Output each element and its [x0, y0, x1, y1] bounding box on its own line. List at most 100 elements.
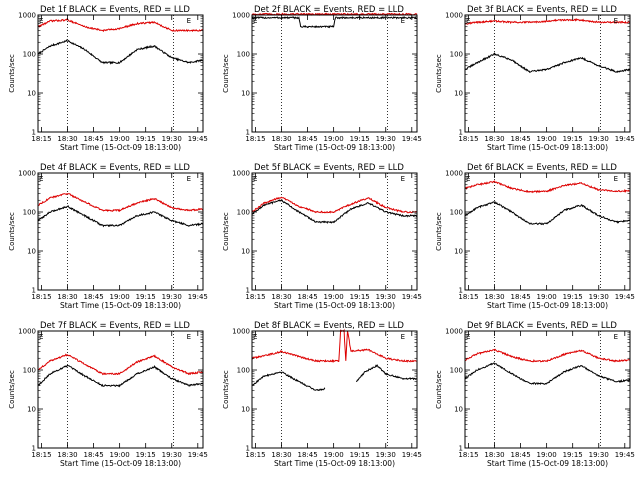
event-marker: E: [187, 17, 191, 25]
panel-title: Det 7f BLACK = Events, RED = LLD: [40, 321, 190, 331]
y-axis-label: Counts/sec: [222, 212, 230, 251]
events-series: [355, 364, 418, 383]
x-tick-label: 18:45: [83, 293, 103, 301]
y-tick-label: 1: [246, 445, 250, 453]
x-tick-label: 18:15: [31, 293, 51, 301]
event-marker: E: [253, 333, 257, 341]
y-tick-label: 1: [459, 445, 463, 453]
y-axis-label: Counts/sec: [435, 54, 443, 93]
x-tick-label: 19:15: [136, 293, 156, 301]
x-tick-label: 19:45: [615, 451, 635, 459]
x-tick-label: 19:30: [162, 451, 182, 459]
x-tick-label: 19:30: [589, 135, 609, 143]
events-series: [464, 52, 631, 74]
y-axis-label: Counts/sec: [8, 370, 16, 409]
x-tick-label: 19:00: [110, 293, 130, 301]
x-tick-label: 18:30: [57, 451, 77, 459]
x-tick-label: 19:30: [376, 451, 396, 459]
y-tick-label: 10: [454, 248, 463, 256]
y-axis-label: Counts/sec: [8, 54, 16, 93]
events-series: [465, 362, 631, 386]
x-tick-label: 19:30: [162, 293, 182, 301]
lld-series: [251, 12, 418, 17]
y-tick-label: 10: [454, 90, 463, 98]
panel-title: Det 1f BLACK = Events, RED = LLD: [40, 5, 190, 15]
plot-frame: [464, 172, 631, 291]
events-series: [37, 205, 204, 228]
plot-frame: [251, 14, 418, 133]
detector-panel: Det 8f BLACK = Events, RED = LLD E E 1 10 100…: [222, 321, 422, 468]
x-tick-label: 18:15: [458, 451, 478, 459]
detector-panel: Det 9f BLACK = Events, RED = LLD E E 1 10 100…: [435, 321, 635, 468]
x-axis-label: Start Time (15-Oct-09 18:13:00): [487, 459, 608, 468]
x-tick-label: 18:30: [484, 293, 504, 301]
x-tick-label: 19:30: [162, 135, 182, 143]
y-tick-label: 1: [246, 129, 250, 137]
events-series: [37, 364, 203, 388]
x-tick-label: 18:30: [57, 135, 77, 143]
y-axis-label: Counts/sec: [435, 370, 443, 409]
panel-title: Det 2f BLACK = Events, RED = LLD: [254, 5, 404, 15]
x-tick-label: 19:00: [324, 293, 344, 301]
x-tick-label: 18:45: [297, 293, 317, 301]
detector-panel: Det 2f BLACK = Events, RED = LLD E E 1 10 100…: [222, 5, 422, 152]
y-tick-label: 10: [241, 406, 250, 414]
y-tick-label: 10: [241, 248, 250, 256]
x-tick-label: 18:45: [83, 135, 103, 143]
x-tick-label: 18:15: [31, 135, 51, 143]
y-tick-label: 100: [237, 51, 250, 59]
x-tick-label: 18:45: [297, 451, 317, 459]
event-marker: E: [187, 333, 191, 341]
x-tick-label: 18:30: [484, 135, 504, 143]
x-axis-label: Start Time (15-Oct-09 18:13:00): [60, 143, 181, 152]
event-marker: E: [253, 17, 257, 25]
x-axis-label: Start Time (15-Oct-09 18:13:00): [274, 143, 395, 152]
x-tick-label: 19:00: [324, 135, 344, 143]
x-tick-label: 19:15: [350, 293, 370, 301]
x-tick-label: 18:45: [510, 451, 530, 459]
x-tick-label: 18:45: [297, 135, 317, 143]
y-tick-label: 1000: [18, 12, 36, 20]
x-tick-label: 19:30: [589, 293, 609, 301]
panel-title: Det 9f BLACK = Events, RED = LLD: [467, 321, 617, 331]
x-tick-label: 19:15: [136, 135, 156, 143]
x-tick-label: 18:30: [484, 451, 504, 459]
y-tick-label: 1000: [18, 170, 36, 178]
x-tick-label: 18:30: [57, 293, 77, 301]
y-tick-label: 10: [241, 90, 250, 98]
detector-panel: Det 4f BLACK = Events, RED = LLD E E 1 10 100…: [8, 163, 208, 310]
y-tick-label: 10: [27, 406, 36, 414]
x-tick-label: 19:00: [537, 293, 557, 301]
y-tick-label: 1000: [232, 328, 250, 336]
y-tick-label: 100: [450, 209, 463, 217]
lld-series: [37, 353, 204, 376]
x-tick-label: 18:30: [271, 451, 291, 459]
x-tick-label: 19:15: [563, 293, 583, 301]
event-marker: E: [401, 175, 405, 183]
lld-series: [251, 196, 418, 214]
detector-panel: Det 5f BLACK = Events, RED = LLD E E 1 10 100…: [222, 163, 422, 310]
plot-frame: [37, 14, 204, 133]
x-tick-label: 19:00: [537, 451, 557, 459]
x-tick-label: 18:15: [31, 451, 51, 459]
plot-frame: [464, 14, 631, 133]
y-axis-label: Counts/sec: [222, 370, 230, 409]
x-tick-label: 18:45: [83, 451, 103, 459]
y-tick-label: 10: [454, 406, 463, 414]
x-tick-label: 19:45: [402, 135, 422, 143]
y-tick-label: 1: [32, 129, 36, 137]
x-tick-label: 19:45: [188, 135, 208, 143]
y-tick-label: 1000: [18, 328, 36, 336]
x-tick-label: 18:30: [271, 135, 291, 143]
x-tick-label: 19:15: [563, 451, 583, 459]
lld-series: [251, 328, 418, 364]
events-series: [37, 39, 204, 65]
y-tick-label: 1000: [232, 12, 250, 20]
y-tick-label: 1: [32, 445, 36, 453]
x-tick-label: 19:15: [563, 135, 583, 143]
x-tick-label: 19:15: [350, 135, 370, 143]
lld-series: [465, 17, 631, 25]
y-tick-label: 10: [27, 90, 36, 98]
detector-panel: Det 1f BLACK = Events, RED = LLD E E 1 10 100…: [8, 5, 208, 152]
panel-title: Det 3f BLACK = Events, RED = LLD: [467, 5, 617, 15]
